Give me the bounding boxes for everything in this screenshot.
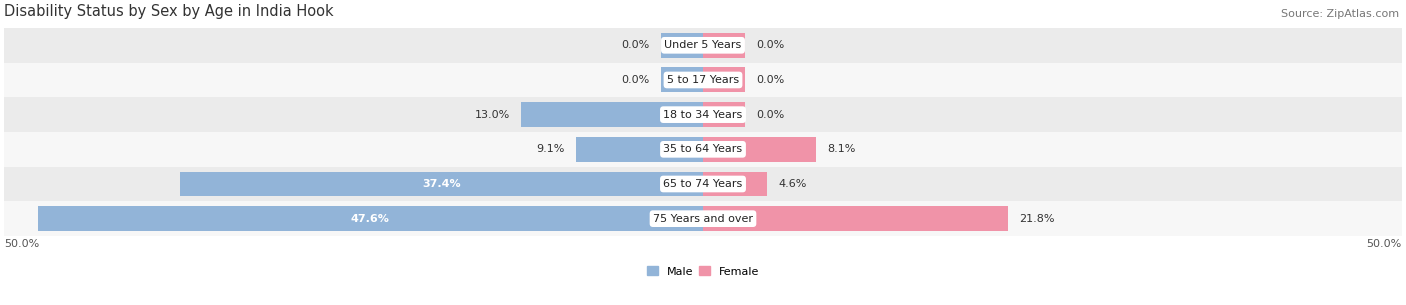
Bar [703, 206, 1008, 231]
Text: 18 to 34 Years: 18 to 34 Years [664, 110, 742, 120]
Text: 0.0%: 0.0% [621, 40, 650, 50]
Bar [703, 102, 745, 127]
Text: Disability Status by Sex by Age in India Hook: Disability Status by Sex by Age in India… [4, 4, 333, 19]
Text: 50.0%: 50.0% [1367, 239, 1402, 249]
Text: Under 5 Years: Under 5 Years [665, 40, 741, 50]
Bar [661, 67, 703, 92]
Bar [576, 137, 703, 162]
Text: 8.1%: 8.1% [827, 144, 856, 154]
Bar [4, 28, 1402, 63]
Text: 35 to 64 Years: 35 to 64 Years [664, 144, 742, 154]
Bar [703, 67, 745, 92]
Bar [4, 201, 1402, 236]
Text: 0.0%: 0.0% [756, 75, 785, 85]
Text: 21.8%: 21.8% [1019, 214, 1054, 224]
Bar [703, 137, 817, 162]
Bar [4, 63, 1402, 97]
Bar [180, 171, 703, 196]
Text: 0.0%: 0.0% [756, 40, 785, 50]
Bar [4, 167, 1402, 201]
Text: 9.1%: 9.1% [536, 144, 565, 154]
Bar [4, 132, 1402, 167]
Text: 4.6%: 4.6% [779, 179, 807, 189]
Text: 13.0%: 13.0% [475, 110, 510, 120]
Text: 65 to 74 Years: 65 to 74 Years [664, 179, 742, 189]
Text: Source: ZipAtlas.com: Source: ZipAtlas.com [1281, 9, 1399, 19]
Text: 37.4%: 37.4% [422, 179, 461, 189]
Text: 0.0%: 0.0% [756, 110, 785, 120]
Text: 75 Years and over: 75 Years and over [652, 214, 754, 224]
Text: 0.0%: 0.0% [621, 75, 650, 85]
Text: 50.0%: 50.0% [4, 239, 39, 249]
Text: 5 to 17 Years: 5 to 17 Years [666, 75, 740, 85]
Bar [661, 33, 703, 58]
Bar [4, 97, 1402, 132]
Legend: Male, Female: Male, Female [643, 262, 763, 281]
Bar [522, 102, 703, 127]
Bar [38, 206, 703, 231]
Bar [703, 33, 745, 58]
Text: 47.6%: 47.6% [352, 214, 389, 224]
Bar [703, 171, 768, 196]
